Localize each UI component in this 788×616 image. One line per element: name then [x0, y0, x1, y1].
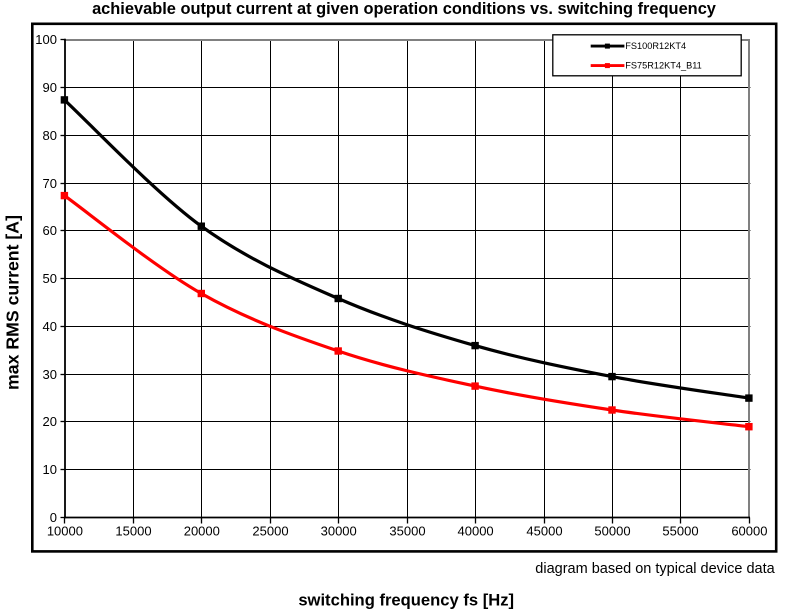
svg-text:diagram based on typical devic: diagram based on typical device data — [535, 561, 775, 577]
svg-text:20000: 20000 — [184, 524, 220, 539]
svg-text:achievable output current at g: achievable output current at given opera… — [92, 0, 717, 18]
svg-text:55000: 55000 — [662, 524, 698, 539]
svg-text:70: 70 — [43, 176, 57, 191]
svg-text:25000: 25000 — [252, 524, 288, 539]
svg-text:60000: 60000 — [731, 524, 767, 539]
svg-text:50: 50 — [43, 271, 57, 286]
svg-text:FS75R12KT4_B11: FS75R12KT4_B11 — [625, 60, 701, 70]
svg-text:90: 90 — [43, 80, 57, 95]
svg-text:switching frequency fs [Hz]: switching frequency fs [Hz] — [298, 590, 514, 609]
svg-text:40: 40 — [43, 319, 57, 334]
svg-text:30: 30 — [43, 367, 57, 382]
svg-text:60: 60 — [43, 223, 57, 238]
svg-text:80: 80 — [43, 128, 57, 143]
svg-text:30000: 30000 — [321, 524, 357, 539]
svg-text:0: 0 — [50, 510, 57, 525]
svg-text:35000: 35000 — [389, 524, 425, 539]
svg-text:FS100R12KT4: FS100R12KT4 — [625, 41, 686, 51]
svg-text:10000: 10000 — [47, 524, 83, 539]
svg-text:15000: 15000 — [115, 524, 151, 539]
svg-text:max RMS current [A]: max RMS current [A] — [3, 215, 23, 390]
svg-text:50000: 50000 — [594, 524, 630, 539]
svg-text:40000: 40000 — [458, 524, 494, 539]
svg-text:45000: 45000 — [526, 524, 562, 539]
svg-text:10: 10 — [43, 462, 57, 477]
svg-text:100: 100 — [35, 32, 57, 47]
svg-text:20: 20 — [43, 414, 57, 429]
